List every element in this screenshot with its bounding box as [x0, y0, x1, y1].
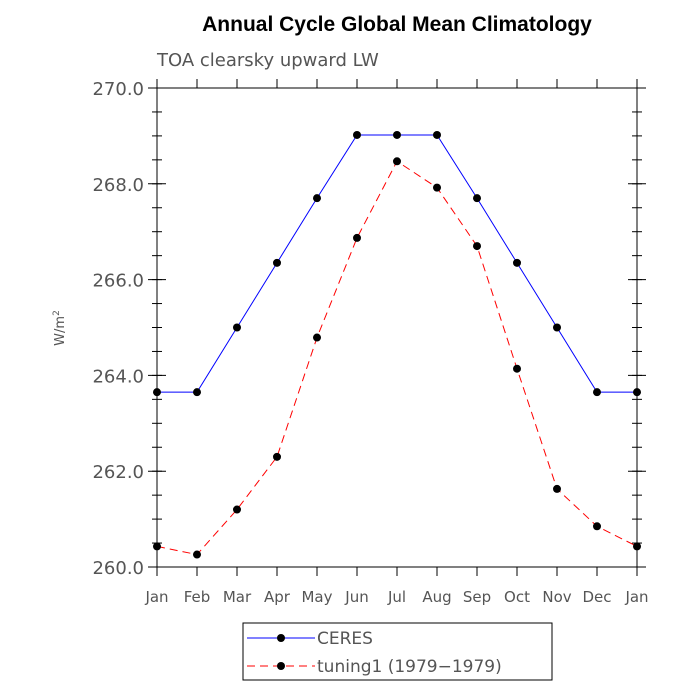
data-point: [393, 130, 401, 139]
y-tick-label: 266.0: [92, 271, 144, 292]
y-tick-label: 270.0: [92, 79, 144, 100]
x-tick-label: Jan: [624, 588, 648, 606]
y-axis-label-base: W/m: [53, 316, 68, 346]
series-line: [157, 134, 637, 393]
legend: CERES tuning1 (1979−1979): [242, 622, 553, 681]
legend-label: tuning1 (1979−1979): [317, 657, 502, 677]
data-point: [273, 452, 281, 461]
data-point: [153, 542, 161, 551]
x-tick-label: Feb: [184, 588, 211, 606]
x-tick-label: Jan: [144, 588, 168, 606]
data-point: [433, 183, 441, 192]
y-tick-label: 264.0: [92, 366, 144, 387]
y-tick-label: 262.0: [92, 462, 144, 483]
data-point: [593, 522, 601, 531]
data-point: [273, 258, 281, 267]
data-point: [313, 333, 321, 342]
data-point: [153, 388, 161, 397]
legend-entry: CERES: [247, 629, 373, 649]
x-tick-label: May: [301, 588, 332, 606]
legend-box: [242, 622, 553, 681]
data-point: [633, 542, 641, 551]
series-layer: [153, 130, 641, 559]
y-tick-label: 268.0: [92, 175, 144, 196]
data-point: [473, 194, 481, 203]
x-tick-label: Nov: [542, 588, 571, 606]
data-point: [633, 388, 641, 397]
data-point: [513, 258, 521, 267]
data-point: [193, 550, 201, 559]
data-point: [193, 388, 201, 397]
x-tick-label: Jul: [387, 588, 406, 606]
series-line: [156, 160, 638, 556]
y-axis-label: W/m2: [52, 310, 68, 346]
x-tick-label: Mar: [223, 588, 252, 606]
legend-label: CERES: [317, 629, 373, 649]
data-point: [513, 364, 521, 373]
data-point: [353, 130, 361, 139]
data-point: [313, 194, 321, 203]
x-tick-label: Jun: [344, 588, 368, 606]
legend-entry: tuning1 (1979−1979): [247, 657, 502, 677]
chart-title: Annual Cycle Global Mean Climatology: [202, 13, 592, 36]
data-point: [233, 323, 241, 332]
data-point: [553, 484, 561, 493]
data-point: [233, 505, 241, 514]
y-tick-label: 260.0: [92, 558, 144, 579]
chart-subtitle: TOA clearsky upward LW: [156, 50, 379, 71]
data-point: [353, 233, 361, 242]
legend-marker: [277, 634, 285, 642]
series-1: [153, 130, 641, 397]
y-axis-label-superscript: 2: [52, 310, 62, 316]
data-point: [393, 157, 401, 166]
data-point: [553, 323, 561, 332]
x-tick-label: Dec: [582, 588, 611, 606]
data-point: [593, 388, 601, 397]
axes: 260.0 262.0 264.0 266.0 268.0 270.0 Jan Feb Mar A…: [92, 79, 649, 606]
x-tick-label: Sep: [463, 588, 491, 606]
data-point: [433, 130, 441, 139]
legend-marker: [277, 662, 285, 670]
x-tick-label: Apr: [264, 588, 291, 606]
series-2: [153, 157, 641, 559]
data-point: [473, 242, 481, 251]
x-tick-label: Aug: [422, 588, 451, 606]
x-tick-label: Oct: [504, 588, 530, 606]
